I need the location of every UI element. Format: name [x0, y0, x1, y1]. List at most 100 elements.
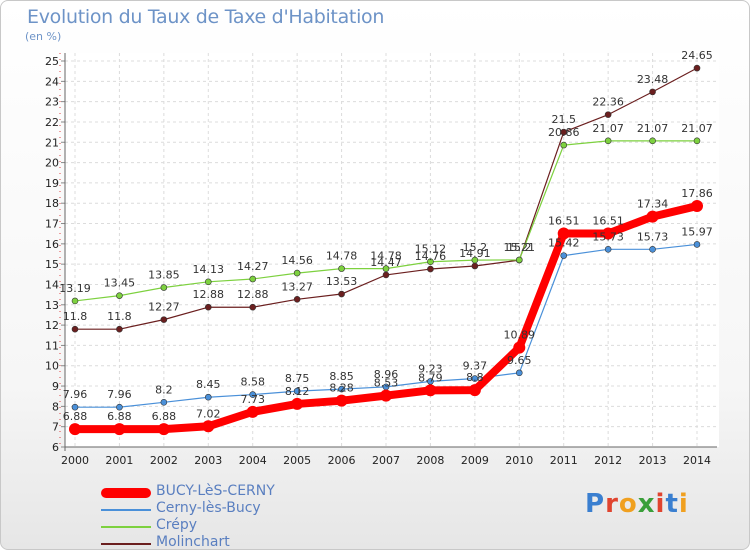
data-label: 14.91 [459, 247, 491, 260]
x-tick-label: 2011 [550, 454, 578, 467]
y-tick-label: 9 [52, 380, 59, 393]
data-label: 14.78 [326, 250, 358, 263]
legend-item-molinchart: Molinchart [101, 534, 361, 549]
y-tick-label: 12 [45, 319, 59, 332]
data-point [116, 403, 123, 411]
data-label: 9.37 [463, 360, 488, 373]
data-point [71, 403, 79, 411]
data-point [249, 275, 257, 283]
data-label: 14.56 [281, 254, 313, 267]
x-tick-label: 2004 [239, 454, 267, 467]
data-label: 14.47 [370, 256, 402, 269]
data-point [382, 265, 390, 272]
y-tick-label: 19 [45, 177, 59, 190]
data-label: 21.07 [592, 122, 624, 135]
data-point [604, 111, 612, 118]
data-label: 8.12 [285, 385, 310, 398]
data-label: 8.28 [329, 382, 354, 395]
data-point [246, 405, 259, 418]
data-point [560, 141, 568, 149]
data-label: 15.2 [463, 241, 488, 254]
data-point [649, 137, 656, 145]
y-tick-label: 7 [52, 421, 59, 434]
data-point [693, 241, 701, 248]
data-label: 13.19 [59, 282, 91, 295]
data-label: 8.96 [374, 368, 399, 381]
data-point [116, 325, 123, 333]
data-point [291, 397, 304, 410]
x-tick-label: 2006 [328, 454, 356, 467]
data-point [160, 284, 168, 291]
data-point [380, 389, 392, 402]
data-label: 13.85 [148, 269, 180, 282]
data-label: 15.21 [504, 241, 536, 254]
data-label: 24.65 [681, 49, 713, 62]
data-label: 7.96 [107, 388, 132, 401]
data-point [69, 423, 81, 436]
data-point [338, 385, 345, 393]
data-label: 13.27 [281, 280, 313, 293]
data-point [468, 384, 481, 397]
y-tick-label: 25 [45, 55, 59, 68]
data-label: 8.85 [329, 370, 354, 383]
data-point [338, 265, 345, 272]
data-point [515, 369, 523, 377]
logo-letter: x [637, 489, 656, 519]
data-point [560, 252, 568, 259]
legend-label-cerny: Cerny-lès-Bucy [156, 500, 261, 516]
data-point [204, 278, 212, 286]
x-tick-label: 2003 [194, 454, 222, 467]
data-label: 8.8 [466, 371, 484, 384]
data-point [471, 375, 479, 382]
data-point [293, 387, 301, 395]
data-point [113, 423, 126, 436]
data-label: 9.65 [507, 354, 532, 367]
data-label: 15.2 [507, 241, 532, 254]
data-point [557, 227, 570, 240]
data-label: 15.97 [681, 225, 713, 238]
data-label: 17.34 [637, 198, 669, 211]
y-tick-label: 18 [45, 197, 59, 210]
data-label: 14.76 [415, 250, 447, 263]
x-tick-label: 2009 [461, 454, 489, 467]
data-point [691, 200, 703, 213]
data-label: 15.42 [548, 237, 580, 250]
data-point [116, 292, 123, 299]
data-label: 8.79 [418, 371, 443, 384]
y-tick-label: 8 [52, 400, 59, 413]
y-tick-label: 6 [52, 441, 59, 454]
y-tick-label: 20 [45, 157, 59, 170]
y-tick-label: 11 [45, 339, 59, 352]
data-label: 7.02 [196, 407, 221, 420]
legend-label-bucy: BUCY-LèS-CERNY [156, 483, 275, 499]
data-label: 16.51 [548, 214, 580, 227]
data-point [602, 227, 615, 240]
logo-letter: P [585, 489, 606, 519]
x-tick-label: 2007 [372, 454, 400, 467]
chart-title: Evolution du Taux de Taxe d'Habitation [27, 6, 385, 28]
legend-swatch-bucy [101, 488, 151, 498]
data-point [471, 256, 479, 264]
y-tick-label: 24 [45, 75, 59, 88]
data-point [249, 303, 257, 311]
legend-item-crepy: Crépy [101, 517, 361, 536]
data-label: 16.51 [592, 214, 624, 227]
proxiti-logo: Proxiti [585, 489, 689, 519]
y-tick-label: 14 [45, 278, 59, 291]
data-label: 14.13 [193, 263, 225, 276]
data-label: 8.53 [374, 377, 399, 390]
y-tick-label: 13 [45, 299, 59, 312]
legend-item-bucy: BUCY-LèS-CERNY [101, 483, 361, 502]
legend-swatch-molinchart [101, 543, 151, 545]
x-tick-label: 2005 [283, 454, 311, 467]
y-tick-label: 22 [45, 116, 59, 129]
data-label: 7.73 [240, 393, 265, 406]
data-label: 13.45 [104, 277, 136, 290]
data-point [693, 64, 701, 72]
logo-letter: r [605, 489, 619, 519]
data-point [515, 256, 523, 264]
data-point [382, 271, 390, 279]
x-tick-label: 2010 [505, 454, 533, 467]
